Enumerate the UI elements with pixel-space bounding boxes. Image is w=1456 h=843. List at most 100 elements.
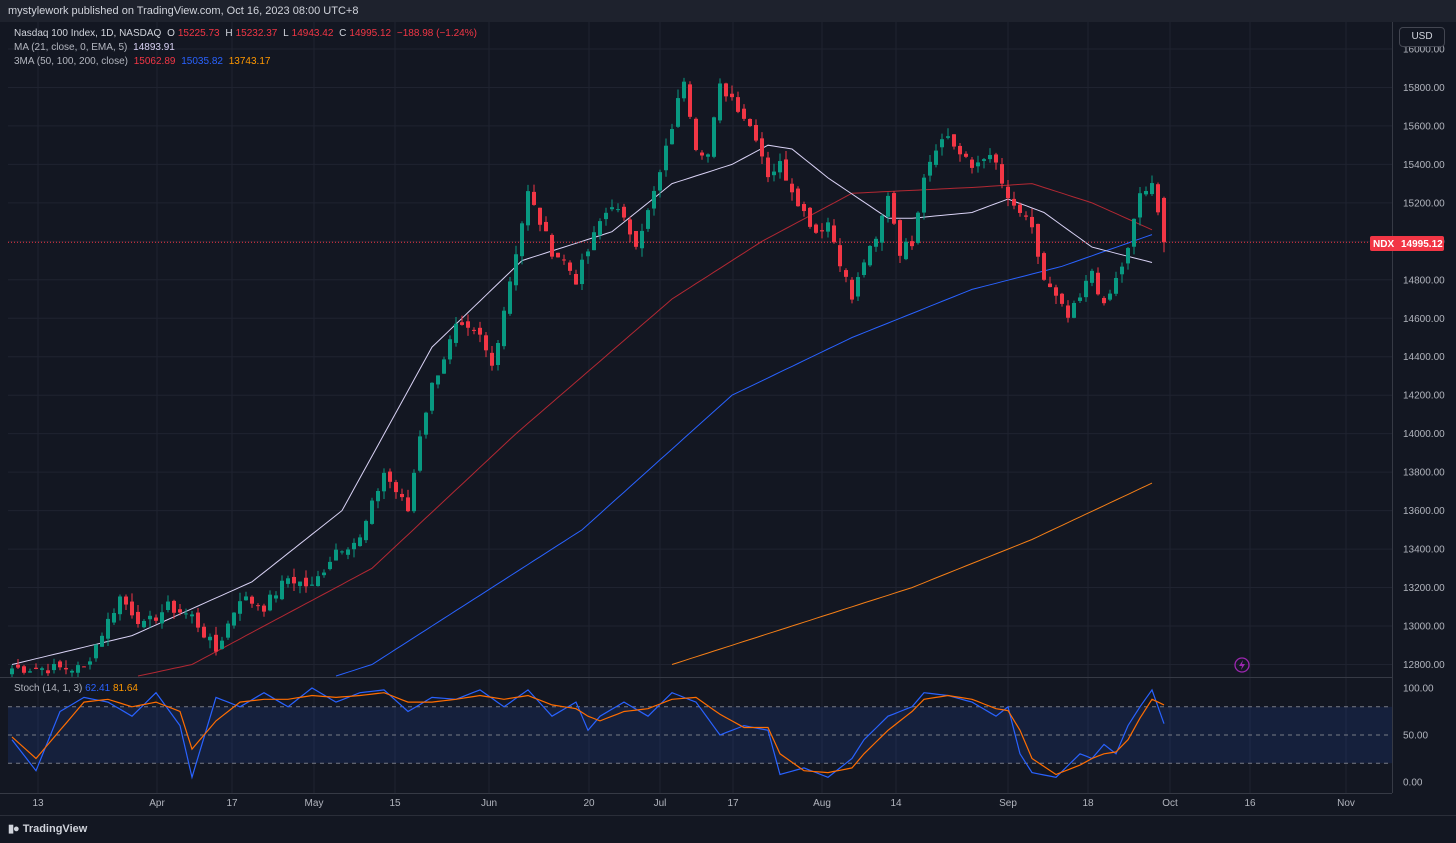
price-tick-label: 14200.00 [1403, 391, 1445, 402]
price-axis[interactable]: 12800.00 13000.00 13200.00 13400.00 13600.00… [1403, 44, 1445, 671]
candle-body [166, 601, 170, 611]
candle-body [694, 118, 698, 150]
price-tick-label: 15600.00 [1403, 121, 1445, 132]
lightning-icon[interactable] [1234, 657, 1250, 673]
candle-body [400, 493, 404, 498]
close-label: C [339, 28, 347, 39]
candle-body [46, 670, 50, 674]
candle-body [964, 153, 968, 157]
candle-body [82, 666, 86, 668]
published-line: mystylework published on TradingView.com… [8, 5, 359, 17]
tradingview-brand: TradingView [22, 823, 88, 835]
symbol-legend[interactable]: Nasdaq 100 Index, 1D, NASDAQ O 15225.73 H… [14, 28, 480, 39]
candle-body [196, 612, 200, 628]
candle-body [1084, 280, 1088, 298]
candle-body [646, 210, 650, 229]
candle-body [1006, 186, 1010, 199]
stoch-k-value: 62.41 [85, 683, 111, 694]
candle-body [88, 661, 92, 665]
candle-body [1072, 302, 1076, 318]
candle-body [640, 230, 644, 249]
candle-body [784, 159, 788, 181]
candle-body [70, 670, 74, 673]
candle-body [652, 190, 656, 209]
stoch-tick-label: 0.00 [1403, 778, 1423, 789]
candle-body [130, 601, 134, 616]
top-bar: mystylework published on TradingView.com… [0, 0, 1456, 22]
stoch-legend[interactable]: Stoch (14, 1, 3) 62.41 81.64 [14, 683, 138, 694]
price-tick-label: 14400.00 [1403, 352, 1445, 363]
time-axis[interactable]: 13 Apr 17 May 15 Jun 20 Jul 17 Aug 14 Sep 18 Oct 16 Nov [32, 798, 1354, 809]
candle-body [208, 636, 212, 641]
candle-body [760, 138, 764, 157]
candle-body [778, 161, 782, 173]
candle-body [1000, 164, 1004, 184]
candle-body [844, 270, 848, 277]
ma21-line [11, 144, 1153, 665]
candle-body [256, 605, 260, 607]
candle-body [688, 84, 692, 117]
low-value: 14943.42 [291, 28, 334, 39]
candle-body [676, 98, 680, 127]
candle-body [724, 83, 728, 97]
candle-body [586, 251, 590, 257]
candle-body [16, 664, 20, 668]
price-tick-label: 13400.00 [1403, 545, 1445, 556]
candle-body [1054, 287, 1058, 296]
candle-body [508, 281, 512, 314]
candle-body [496, 342, 500, 366]
stoch-tick-label: 50.00 [1403, 731, 1428, 742]
time-tick-label: May [305, 798, 324, 809]
candle-body [292, 576, 296, 584]
candle-body [322, 572, 326, 576]
candle-body [364, 520, 368, 541]
candle-body [238, 601, 242, 614]
candle-body [406, 497, 410, 512]
candle-body [148, 615, 152, 620]
time-tick-label: 13 [32, 798, 44, 809]
candle-body [376, 491, 380, 502]
candle-body [274, 595, 278, 599]
candle-body [892, 193, 896, 224]
time-tick-label: 17 [226, 798, 238, 809]
candle-body [802, 204, 806, 212]
candle-body [598, 221, 602, 236]
candle-body [958, 145, 962, 155]
candle-body [874, 238, 878, 247]
ma100-line [335, 234, 1153, 677]
tradingview-logo[interactable]: ▮● TradingView [8, 822, 87, 835]
candle-body [856, 277, 860, 297]
candle-body [244, 596, 248, 601]
candle-body [286, 578, 290, 584]
ma-value: 14893.91 [133, 42, 175, 53]
candle-body [832, 225, 836, 243]
candle-body [316, 576, 320, 587]
time-tick-label: Apr [149, 798, 165, 809]
candle-body [1078, 297, 1082, 301]
candle-body [670, 129, 674, 145]
candle-body [40, 668, 44, 670]
candle-body [556, 252, 560, 258]
candle-body [952, 134, 956, 147]
candle-body [184, 613, 188, 615]
candle-body [136, 611, 140, 625]
stoch-d-line [11, 692, 1165, 776]
candle-body [334, 549, 338, 561]
candle-body [250, 596, 254, 604]
price-tick-label: 13600.00 [1403, 506, 1445, 517]
candle-body [418, 436, 422, 471]
candle-body [1108, 293, 1112, 300]
candle-body [22, 666, 26, 673]
candle-body [328, 561, 332, 570]
candle-body [280, 580, 284, 600]
close-value: 14995.12 [349, 28, 392, 39]
candle-body [412, 472, 416, 512]
ma-legend[interactable]: MA (21, close, 0, EMA, 5) 14893.91 [14, 42, 178, 53]
ma3-legend[interactable]: 3MA (50, 100, 200, close) 15062.89 15035… [14, 56, 273, 67]
candle-body [910, 241, 914, 247]
candle-body [580, 259, 584, 285]
candle-body [1150, 183, 1154, 195]
time-tick-label: 17 [727, 798, 739, 809]
currency-button[interactable]: USD [1399, 27, 1445, 47]
